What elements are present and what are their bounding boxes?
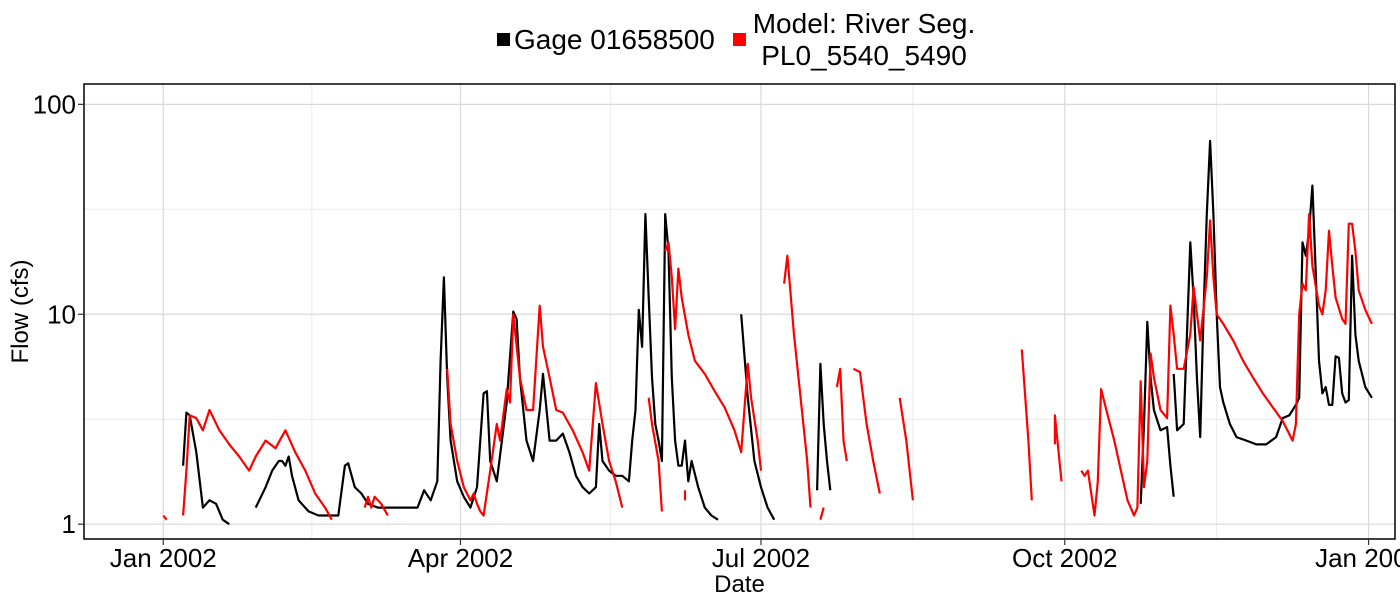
legend-label-model: Model: River Seg. PL0_5540_5490	[752, 8, 976, 71]
model-line-segment	[783, 254, 812, 508]
gage-line-segment	[182, 411, 230, 526]
gage-line-segment	[740, 314, 776, 521]
model-line-segment	[664, 241, 763, 471]
plot-frame	[83, 83, 1396, 540]
series-lines	[162, 139, 1373, 526]
model-line-segment	[1053, 414, 1063, 482]
model-line-segment	[182, 408, 333, 521]
model-line-segment	[898, 397, 914, 501]
x-tick-label: Apr 2002	[408, 543, 514, 573]
model-line-segment	[852, 367, 881, 494]
gage-line-segment	[1139, 320, 1175, 504]
y-tick-label: 1	[62, 509, 76, 539]
legend-label-gage: Gage 01658500	[514, 24, 715, 55]
model-line-segment	[446, 304, 624, 517]
y-tick-label: 10	[47, 299, 76, 329]
x-axis-label: Date	[714, 571, 765, 598]
gage-line-segment	[816, 362, 832, 491]
series-model	[162, 213, 1373, 521]
series-gage	[182, 139, 1373, 526]
gage-line-segment	[1172, 139, 1373, 446]
model-line-segment	[835, 367, 848, 462]
y-tick-label: 100	[33, 89, 76, 119]
x-tick-label: Jan 2002	[110, 543, 217, 573]
model-line-segment	[819, 507, 825, 520]
legend-swatch-model	[733, 33, 746, 46]
grid-lines	[84, 84, 1395, 539]
x-tick-label: Jan 2003	[1315, 543, 1400, 573]
legend-swatch-gage	[497, 33, 510, 46]
model-line-segment	[1080, 213, 1373, 517]
x-tick-label: Jul 2002	[712, 543, 810, 573]
model-line-segment	[1020, 349, 1033, 501]
model-line-segment	[363, 495, 389, 517]
axis-ticks: Jan 2002 Apr 2002 Jul 2002 Oct 2002 Jan 2003…	[33, 89, 1400, 573]
model-line-segment	[647, 397, 663, 512]
y-axis-label: Flow (cfs)	[7, 260, 34, 364]
model-line-segment	[162, 514, 168, 521]
gage-line-segment	[254, 213, 719, 521]
x-tick-label: Oct 2002	[1012, 543, 1118, 573]
